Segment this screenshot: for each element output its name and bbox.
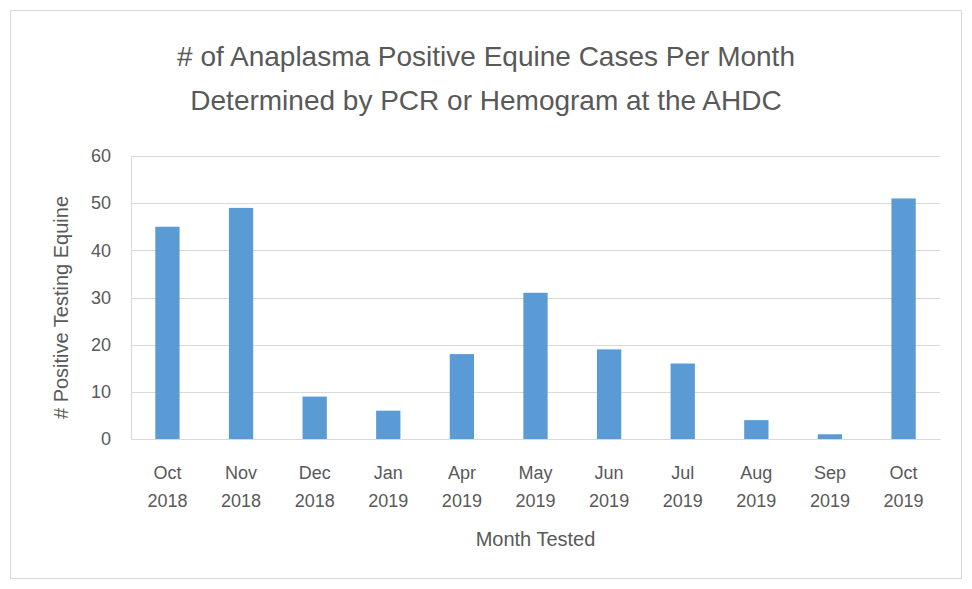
- y-tick: 10: [91, 382, 131, 402]
- bar: [891, 198, 915, 439]
- x-tick-label-line: 2019: [442, 491, 482, 511]
- y-tick-label: 40: [91, 241, 111, 261]
- x-tick-label-line: 2019: [810, 491, 850, 511]
- x-tick: Apr 2019: [442, 439, 482, 511]
- bar: [303, 397, 327, 439]
- y-axis: 0 10 20 30 40 50 60: [91, 146, 132, 449]
- x-tick-label-line: 2019: [736, 491, 776, 511]
- title: Determined by PCR or Hemogram at the AHD…: [190, 85, 781, 116]
- x-tick-label-line: 2019: [663, 491, 703, 511]
- x-tick-label-line: 2019: [368, 491, 408, 511]
- x-tick-label-line: 2018: [147, 491, 187, 511]
- x-tick-label-line: Nov: [225, 463, 257, 483]
- x-tick-label-line: Jun: [595, 463, 624, 483]
- bar: [597, 349, 621, 439]
- bar: [376, 411, 400, 439]
- x-tick-label: Oct 2018: [147, 463, 187, 511]
- x-tick-label-line: Dec: [299, 463, 331, 483]
- x-tick: Sep 2019: [810, 439, 850, 511]
- x-axis-line: [132, 439, 941, 440]
- x-tick-label-line: Oct: [153, 463, 181, 483]
- bar: [671, 364, 695, 439]
- x-tick-label: Nov 2018: [221, 463, 261, 511]
- y-tick: 40: [91, 241, 131, 261]
- x-tick-label: Aug 2019: [736, 463, 776, 511]
- bar: [450, 354, 474, 439]
- title: # of Anaplasma Positive Equine Cases Per…: [177, 41, 795, 72]
- x-tick: Dec 2018: [295, 439, 335, 511]
- x-tick-label-line: Apr: [448, 463, 476, 483]
- x-tick-label: Sep 2019: [810, 463, 850, 511]
- grid-line: [131, 203, 940, 204]
- y-axis-line: [131, 157, 132, 440]
- x-axis: Oct 2018 Nov 2018 Dec 2018 Jan 2019 Apr 2019 May 20…: [132, 439, 941, 511]
- grid: [131, 157, 940, 440]
- y-axis-title: # Positive Testing Equine: [50, 196, 72, 419]
- grid-line: [131, 156, 940, 157]
- bar: [155, 227, 179, 439]
- x-tick-label: Jan 2019: [368, 463, 408, 511]
- y-tick-label: 20: [91, 335, 111, 355]
- y-tick: 0: [101, 429, 131, 449]
- x-tick-label-line: Aug: [740, 463, 772, 483]
- x-tick-label: May 2019: [515, 463, 555, 511]
- bar: [523, 293, 547, 439]
- x-tick: Jan 2019: [368, 439, 408, 511]
- x-tick-label-line: 2018: [295, 491, 335, 511]
- y-tick-label: 50: [91, 193, 111, 213]
- x-tick: May 2019: [515, 439, 555, 511]
- x-tick-label-line: Jan: [374, 463, 403, 483]
- x-tick: Oct 2019: [884, 439, 924, 511]
- x-tick: Jun 2019: [589, 439, 629, 511]
- bar: [229, 208, 253, 439]
- x-tick-label: Apr 2019: [442, 463, 482, 511]
- bar: [818, 434, 842, 439]
- x-tick-label-line: Oct: [890, 463, 918, 483]
- y-tick: 50: [91, 193, 131, 213]
- x-tick-label-line: Jul: [671, 463, 694, 483]
- x-tick-label-line: 2019: [884, 491, 924, 511]
- x-tick-label: Dec 2018: [295, 463, 335, 511]
- y-tick-label: 0: [101, 429, 111, 449]
- x-tick: Nov 2018: [221, 439, 261, 511]
- chart-border: [11, 11, 962, 579]
- y-tick: 60: [91, 146, 131, 166]
- x-tick-label-line: 2019: [589, 491, 629, 511]
- bar: [744, 420, 768, 439]
- chart: # of Anaplasma Positive Equine Cases Per…: [0, 0, 972, 589]
- x-tick-label: Jun 2019: [589, 463, 629, 511]
- x-axis-title: Month Tested: [476, 528, 596, 550]
- x-tick-label: Jul 2019: [663, 463, 703, 511]
- y-tick: 30: [91, 288, 131, 308]
- x-tick: Oct 2018: [147, 439, 187, 511]
- y-tick-label: 30: [91, 288, 111, 308]
- x-tick-label-line: 2019: [515, 491, 555, 511]
- y-tick-label: 60: [91, 146, 111, 166]
- y-tick-label: 10: [91, 382, 111, 402]
- x-tick: Aug 2019: [736, 439, 776, 511]
- bars: [155, 198, 915, 439]
- x-tick: Jul 2019: [663, 439, 703, 511]
- x-tick-label: Oct 2019: [884, 463, 924, 511]
- grid-line: [131, 439, 940, 440]
- y-tick: 20: [91, 335, 131, 355]
- x-tick-label-line: May: [518, 463, 552, 483]
- x-tick-label-line: Sep: [814, 463, 846, 483]
- x-tick-label-line: 2018: [221, 491, 261, 511]
